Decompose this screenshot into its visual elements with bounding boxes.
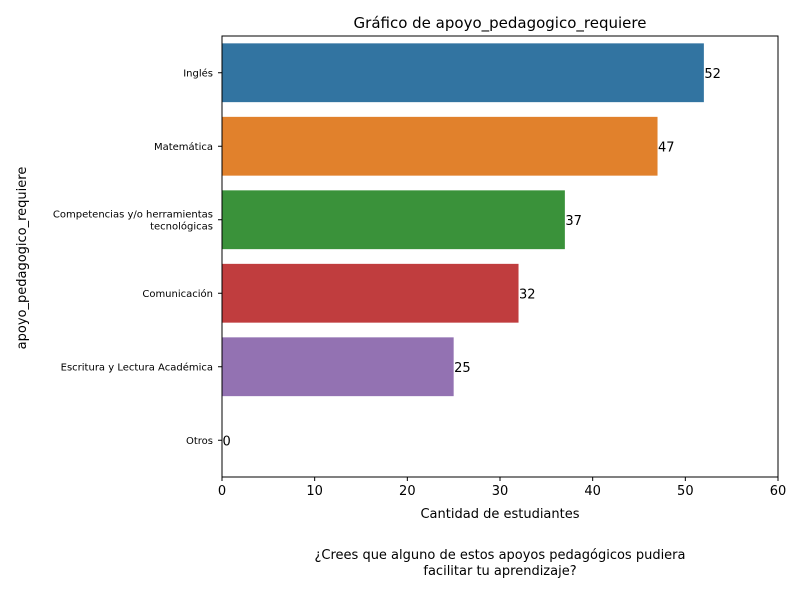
value-label: 32: [519, 287, 536, 302]
bar: [222, 43, 704, 103]
x-tick-label: 50: [677, 484, 694, 499]
value-label: 37: [565, 214, 582, 229]
bar: [222, 116, 658, 176]
x-axis-label: Cantidad de estudiantes: [420, 507, 579, 522]
y-tick-label: Comunicación: [142, 288, 213, 300]
value-label: 0: [223, 434, 231, 449]
ticks-layer: Inglés Matemática Competencias y/o herrami…: [53, 67, 786, 499]
y-tick-label: Matemática: [154, 141, 213, 153]
value-label: 47: [658, 140, 675, 155]
value-label: 25: [454, 361, 471, 376]
chart-title: Gráfico de apoyo_pedagogico_requiere: [354, 14, 647, 33]
y-axis-label: apoyo_pedagogico_requiere: [15, 167, 30, 350]
bars-layer: 52 47 37 32 25 0: [222, 43, 721, 449]
bar: [222, 263, 519, 323]
caption-line-2: facilitar tu aprendizaje?: [423, 564, 577, 579]
bar: [222, 190, 565, 250]
chart-caption: ¿Crees que alguno de estos apoyos pedagó…: [200, 548, 800, 580]
value-label: 52: [704, 67, 721, 82]
x-tick-label: 0: [218, 484, 226, 499]
y-tick-label: Competencias y/o herramientas tecnológica…: [53, 209, 213, 232]
x-tick-label: 10: [306, 484, 323, 499]
caption-line-1: ¿Crees que alguno de estos apoyos pedagó…: [314, 548, 686, 563]
bar: [222, 337, 454, 397]
x-tick-label: 20: [399, 484, 416, 499]
y-tick-label: Otros: [186, 436, 213, 447]
y-tick-label: Inglés: [183, 67, 213, 79]
x-tick-label: 30: [492, 484, 509, 499]
plot-frame: [221, 35, 779, 478]
x-tick-label: 60: [770, 484, 787, 499]
y-tick-label: Escritura y Lectura Académica: [61, 361, 213, 373]
x-tick-label: 40: [584, 484, 601, 499]
